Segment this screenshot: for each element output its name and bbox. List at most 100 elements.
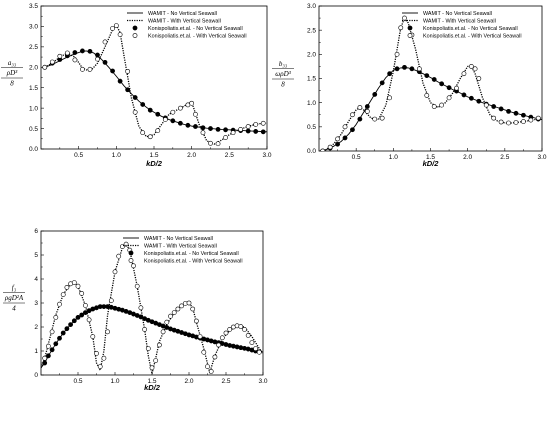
series-konispoliatis-et-al-with-vertical-seawall-point	[71, 280, 77, 285]
series-konispoliatis-et-al-no-vertical-seawall-point	[125, 87, 131, 93]
x-tick-label: 3.0	[258, 378, 267, 385]
series-konispoliatis-et-al-with-vertical-seawall-point	[108, 298, 114, 303]
x-tick-label: 2.5	[500, 154, 509, 161]
legend-label: WAMIT - With Vertical Seawall	[148, 19, 221, 25]
x-axis-label: kD/2	[146, 159, 163, 168]
series-konispoliatis-et-al-no-vertical-seawall-point	[208, 126, 213, 131]
series-konispoliatis-et-al-with-vertical-seawall-point	[57, 53, 63, 59]
series-konispoliatis-et-al-no-vertical-seawall-point	[372, 92, 378, 97]
legend-label: WAMIT - No Vertical Seawall	[148, 11, 217, 17]
series-konispoliatis-et-al-no-vertical-seawall-point	[513, 110, 519, 116]
x-tick-label: 1.5	[426, 154, 435, 161]
series-konispoliatis-et-al-with-vertical-seawall-point	[521, 119, 526, 124]
series-konispoliatis-et-al-with-vertical-seawall-point	[142, 326, 147, 332]
series-konispoliatis-et-al-no-vertical-seawall-point	[42, 360, 48, 366]
series-konispoliatis-et-al-no-vertical-seawall-point	[57, 335, 62, 341]
series-konispoliatis-et-al-no-vertical-seawall-point	[72, 50, 78, 55]
x-tick-label: 1.0	[110, 378, 119, 385]
legend-item: WAMIT - With Vertical Seawall	[127, 19, 221, 25]
series-konispoliatis-et-al-with-vertical-seawall-point	[53, 314, 59, 320]
x-tick-label: 2.0	[463, 154, 472, 161]
y-label-denominator-bottom: 8	[10, 80, 14, 88]
y-label-numerator: a₃₃	[8, 59, 17, 67]
legend-item: Konispoliatis.et.al. - With Vertical Sea…	[128, 258, 243, 265]
series-konispoliatis-et-al-with-vertical-seawall-point	[249, 340, 255, 345]
legend-swatch-marker	[132, 25, 138, 31]
legend-item: WAMIT - With Vertical Seawall	[123, 244, 217, 250]
legend-label: Konispoliatis.et.al. - With Vertical Sea…	[144, 259, 243, 265]
series-wamit-with-vertical-seawall-line	[44, 24, 267, 145]
series-konispoliatis-et-al-with-vertical-seawall-point	[431, 104, 437, 109]
series-konispoliatis-et-al-with-vertical-seawall-point	[483, 102, 489, 108]
series-konispoliatis-et-al-no-vertical-seawall-point	[521, 112, 526, 118]
series-konispoliatis-et-al-no-vertical-seawall-point	[402, 64, 407, 70]
x-tick-label: 1.5	[147, 378, 156, 385]
legend-label: Konispoliatis.et.al. - With Vertical Sea…	[423, 34, 522, 40]
series-konispoliatis-et-al-with-vertical-seawall-point	[57, 301, 62, 307]
series-konispoliatis-et-al-with-vertical-seawall-point	[219, 335, 225, 341]
series-konispoliatis-et-al-with-vertical-seawall-point	[117, 32, 123, 37]
series-konispoliatis-et-al-with-vertical-seawall-point	[155, 128, 161, 134]
series-konispoliatis-et-al-with-vertical-seawall-point	[83, 302, 88, 308]
series-konispoliatis-et-al-with-vertical-seawall-point	[439, 102, 445, 108]
series-konispoliatis-et-al-with-vertical-seawall-point	[245, 124, 251, 129]
series-wamit-no-vertical-seawall-line	[44, 50, 267, 133]
series-konispoliatis-et-al-with-vertical-seawall-point	[253, 346, 258, 351]
series-konispoliatis-et-al-with-vertical-seawall-point	[116, 253, 122, 259]
y-axis-label: a₃₃ ρD³ 8	[1, 59, 23, 88]
series-konispoliatis-et-al-with-vertical-seawall-point	[131, 263, 136, 269]
x-tick-label: 2.0	[184, 378, 193, 385]
series-konispoliatis-et-al-with-vertical-seawall-point	[342, 124, 348, 130]
legend-item: Konispoliatis.et.al. - No Vertical Seawa…	[132, 25, 243, 32]
series-konispoliatis-et-al-with-vertical-seawall-point	[446, 95, 452, 101]
y-label-numerator: f₃	[12, 284, 17, 292]
series-konispoliatis-et-al-with-vertical-seawall-point	[101, 355, 107, 361]
series-konispoliatis-et-al-with-vertical-seawall-point	[86, 317, 92, 323]
y-tick-label: 4	[34, 276, 38, 283]
y-label-denominator-bottom: 4	[12, 305, 16, 313]
series-konispoliatis-et-al-with-vertical-seawall-point	[491, 115, 497, 121]
legend: WAMIT - No Vertical Seawall WAMIT - With …	[402, 11, 522, 40]
series-konispoliatis-et-al-with-vertical-seawall-point	[535, 115, 541, 121]
series-konispoliatis-et-al-with-vertical-seawall-point	[79, 290, 85, 296]
plot-area	[320, 15, 542, 151]
series-konispoliatis-et-al-with-vertical-seawall-point	[87, 66, 93, 72]
x-tick-label: 2.0	[187, 152, 196, 159]
legend-swatch-marker	[132, 33, 138, 38]
series-konispoliatis-et-al-no-vertical-seawall-point	[53, 341, 59, 347]
series-konispoliatis-et-al-no-vertical-seawall-point	[147, 107, 153, 113]
series-konispoliatis-et-al-with-vertical-seawall-point	[60, 292, 66, 297]
series-konispoliatis-et-al-with-vertical-seawall-point	[506, 120, 511, 126]
y-tick-label: 0.5	[307, 124, 316, 131]
series-konispoliatis-et-al-no-vertical-seawall-point	[83, 310, 88, 315]
x-tick-label: 3.0	[262, 152, 271, 159]
legend-item: Konispoliatis.et.al. - No Vertical Seawa…	[407, 25, 518, 32]
legend-label: WAMIT - With Vertical Seawall	[144, 244, 217, 250]
y-tick-label: 3	[34, 300, 38, 307]
series-konispoliatis-et-al-no-vertical-seawall-point	[185, 122, 191, 128]
series-konispoliatis-et-al-no-vertical-seawall-point	[498, 106, 504, 112]
series-konispoliatis-et-al-with-vertical-seawall-point	[149, 365, 155, 371]
series-konispoliatis-et-al-no-vertical-seawall-point	[439, 81, 445, 87]
series-konispoliatis-et-al-with-vertical-seawall-point	[123, 241, 129, 247]
series-konispoliatis-et-al-with-vertical-seawall-point	[193, 111, 198, 117]
series-konispoliatis-et-al-with-vertical-seawall-point	[253, 122, 259, 127]
series-konispoliatis-et-al-no-vertical-seawall-point	[476, 98, 482, 104]
y-tick-label: 2.0	[29, 64, 38, 71]
series-konispoliatis-et-al-with-vertical-seawall-point	[110, 26, 115, 31]
x-tick-label: 2.5	[225, 152, 234, 159]
series-konispoliatis-et-al-no-vertical-seawall-point	[394, 66, 400, 72]
y-axis-label: f₃ ρgD²A 4	[3, 284, 25, 313]
series-konispoliatis-et-al-with-vertical-seawall-point	[216, 342, 221, 348]
series-konispoliatis-et-al-no-vertical-seawall-point	[245, 128, 251, 134]
series-konispoliatis-et-al-with-vertical-seawall-point	[238, 126, 244, 132]
series-konispoliatis-et-al-with-vertical-seawall-point	[256, 349, 262, 355]
legend-label: Konispoliatis.et.al. - With Vertical Sea…	[148, 34, 247, 40]
series-konispoliatis-et-al-no-vertical-seawall-point	[102, 59, 108, 65]
series-konispoliatis-et-al-with-vertical-seawall-point	[162, 117, 168, 122]
y-label-denominator-top: ωρD³	[275, 70, 291, 78]
series-konispoliatis-et-al-with-vertical-seawall-point	[498, 119, 504, 125]
series-konispoliatis-et-al-with-vertical-seawall-point	[147, 134, 153, 140]
series-konispoliatis-et-al-with-vertical-seawall-point	[49, 59, 55, 65]
